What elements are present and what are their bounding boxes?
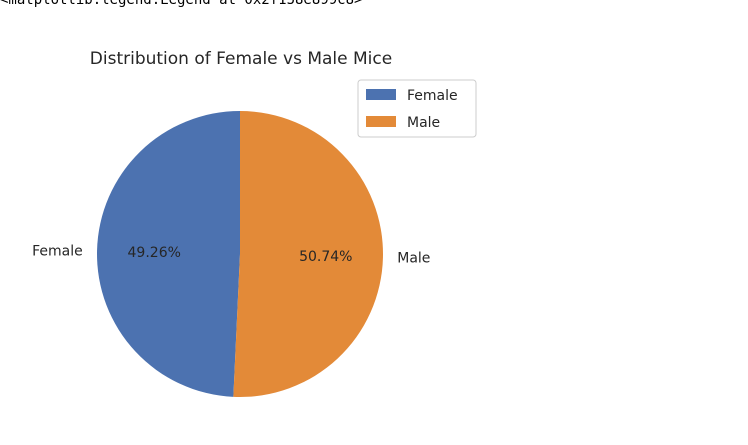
pie-percent-male: 50.74%: [299, 249, 352, 265]
pie-label-female: Female: [32, 243, 83, 259]
legend: Female Male: [357, 79, 477, 138]
pie-slice-male: [233, 111, 383, 397]
pie-labels: Female 49.26% Male 50.74%: [32, 243, 430, 266]
chart-title: Distribution of Female vs Male Mice: [90, 49, 392, 69]
pie-slice-female: [96, 111, 240, 397]
cell-output-text: <matplotlib.legend.Legend at 0x2f158e899…: [0, 0, 363, 8]
legend-label-male: Male: [407, 115, 440, 131]
legend-swatch-male: [366, 116, 396, 127]
legend-label-female: Female: [407, 88, 458, 104]
pie-label-male: Male: [397, 251, 430, 267]
legend-swatch-female: [366, 89, 396, 100]
pie-slices: [96, 111, 383, 397]
pie-percent-female: 49.26%: [128, 245, 181, 261]
